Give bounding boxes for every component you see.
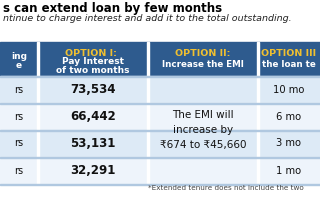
Text: 10 mo: 10 mo: [273, 85, 305, 95]
Text: rs: rs: [14, 85, 24, 95]
Bar: [0, 183, 320, 184]
Text: 73,534: 73,534: [70, 83, 116, 96]
Text: OPTION I:: OPTION I:: [65, 49, 121, 58]
Bar: [0, 129, 320, 131]
Text: s can extend loan by few months: s can extend loan by few months: [3, 2, 222, 15]
Bar: [37, 42, 39, 186]
Text: OPTION III: OPTION III: [261, 49, 316, 58]
Text: ntinue to charge interest and add it to the total outstanding.: ntinue to charge interest and add it to …: [3, 14, 292, 23]
Text: e: e: [16, 61, 22, 70]
Bar: [257, 42, 259, 186]
Text: rs: rs: [14, 138, 24, 149]
Text: rs: rs: [14, 111, 24, 122]
Bar: [0, 130, 320, 157]
Bar: [147, 42, 149, 186]
Text: 3 mo: 3 mo: [276, 138, 301, 149]
Bar: [0, 157, 320, 184]
Text: 53,131: 53,131: [70, 137, 116, 150]
Text: *Extended tenure does not include the two: *Extended tenure does not include the tw…: [148, 185, 304, 191]
Text: 66,442: 66,442: [70, 110, 116, 123]
Bar: [0, 76, 320, 103]
Text: of two months: of two months: [56, 65, 130, 74]
Text: 32,291: 32,291: [70, 164, 116, 177]
Text: 1 mo: 1 mo: [276, 165, 301, 175]
Bar: [0, 103, 320, 104]
Text: Pay Interest: Pay Interest: [62, 56, 124, 65]
Text: OPTION II:: OPTION II:: [175, 49, 231, 58]
Text: Increase the EMI: Increase the EMI: [162, 59, 244, 68]
Bar: [0, 103, 320, 130]
Text: ing: ing: [11, 52, 27, 61]
Text: rs: rs: [14, 165, 24, 175]
Text: 6 mo: 6 mo: [276, 111, 301, 122]
Bar: [0, 156, 320, 158]
Bar: [0, 42, 320, 76]
Text: the loan te: the loan te: [262, 59, 316, 68]
Text: The EMI will
increase by
₹674 to ₹45,660: The EMI will increase by ₹674 to ₹45,660: [160, 110, 246, 150]
